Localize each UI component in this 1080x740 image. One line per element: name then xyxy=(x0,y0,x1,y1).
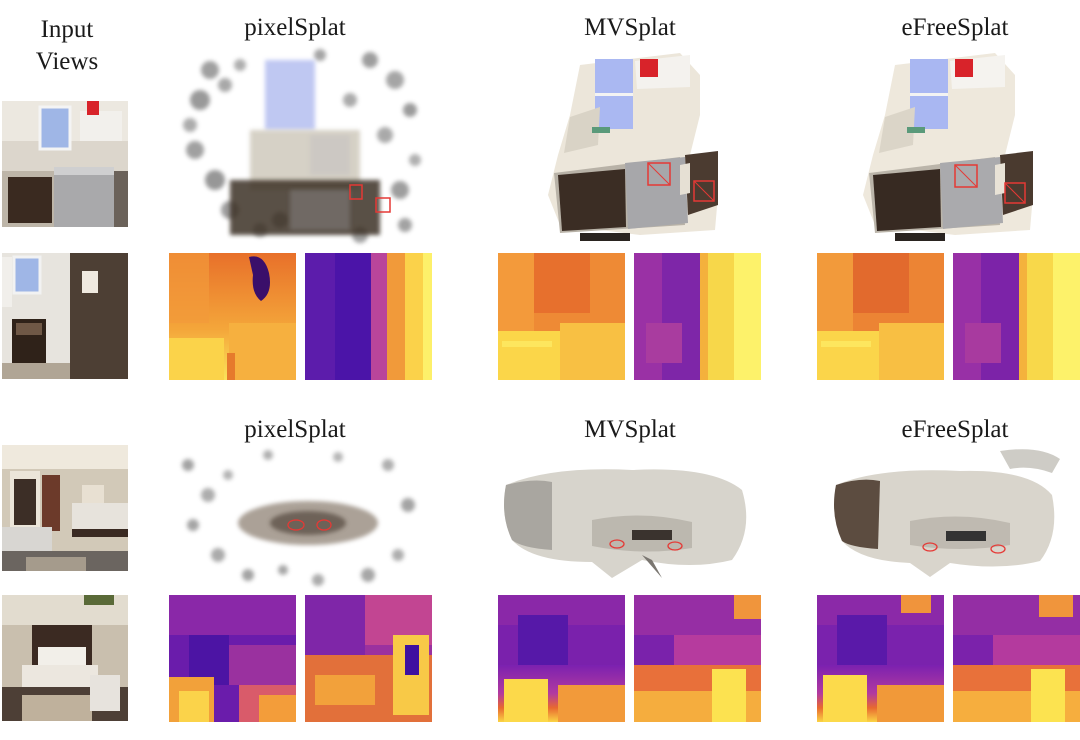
depth-pixelsplat-bedroom-2 xyxy=(305,595,432,722)
input-view-bedroom-1 xyxy=(2,445,128,571)
depth-mvsplat-kitchen-2 xyxy=(634,253,761,380)
depth-mvsplat-kitchen-1 xyxy=(498,253,625,380)
input-views-label: Input Views xyxy=(35,16,99,75)
depth-efreesplat-kitchen-1 xyxy=(817,253,944,380)
input-view-bedroom-2 xyxy=(2,595,128,721)
depth-pixelsplat-bedroom-1 xyxy=(169,595,296,722)
depth-pixelsplat-kitchen-2 xyxy=(305,253,432,380)
depth-efreesplat-bedroom-1 xyxy=(817,595,944,722)
reconstruction-pixelsplat-bedroom xyxy=(168,445,434,590)
reconstruction-efreesplat-bedroom xyxy=(820,445,1070,585)
input-view-kitchen-2 xyxy=(2,253,128,379)
depth-mvsplat-bedroom-1 xyxy=(498,595,625,722)
reconstruction-mvsplat-kitchen xyxy=(540,45,730,245)
method-label-pixelsplat-top: pixelSplat xyxy=(244,14,346,41)
depth-mvsplat-bedroom-2 xyxy=(634,595,761,722)
method-label-mvsplat-top: MVSplat xyxy=(584,14,676,41)
method-label-pixelsplat-bottom: pixelSplat xyxy=(244,416,346,443)
depth-efreesplat-kitchen-2 xyxy=(953,253,1080,380)
depth-pixelsplat-kitchen-1 xyxy=(169,253,296,380)
depth-efreesplat-bedroom-2 xyxy=(953,595,1080,722)
input-view-kitchen-1 xyxy=(2,101,128,227)
method-label-mvsplat-bottom: MVSplat xyxy=(584,416,676,443)
reconstruction-mvsplat-bedroom xyxy=(492,460,762,585)
method-label-efreesplat-bottom: eFreeSplat xyxy=(901,416,1009,443)
reconstruction-pixelsplat-kitchen xyxy=(170,40,432,250)
method-label-efreesplat-top: eFreeSplat xyxy=(901,14,1009,41)
reconstruction-efreesplat-kitchen xyxy=(855,45,1045,245)
